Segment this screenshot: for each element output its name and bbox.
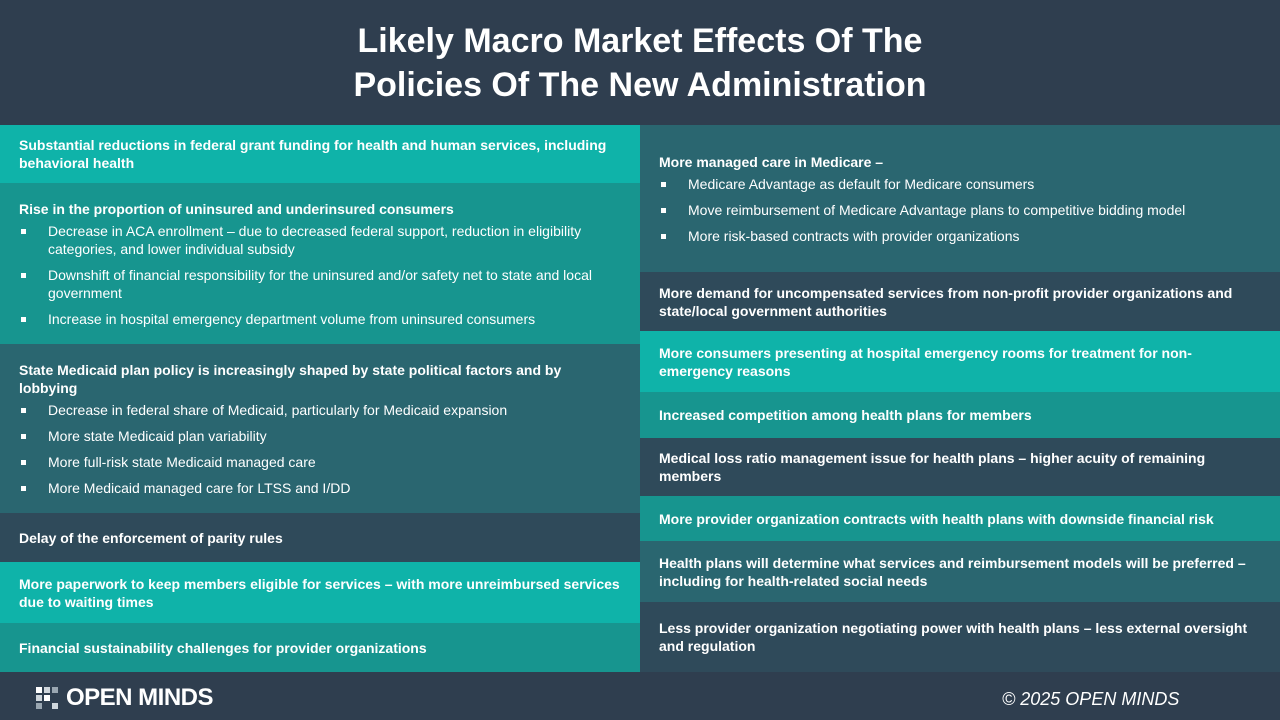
bullet-list: Medicare Advantage as default for Medica…: [659, 175, 1262, 245]
block-heading: More consumers presenting at hospital em…: [659, 344, 1192, 379]
block-heading: Health plans will determine what service…: [659, 554, 1246, 589]
title-line: Likely Macro Market Effects Of The: [357, 21, 923, 60]
text-block: More provider organization contracts wit…: [640, 496, 1280, 541]
text-block: State Medicaid plan policy is increasing…: [0, 344, 640, 513]
bullet-item: Decrease in ACA enrollment – due to decr…: [19, 222, 622, 258]
bullet-item: More Medicaid managed care for LTSS and …: [19, 479, 622, 497]
text-block: Increased competition among health plans…: [640, 392, 1280, 438]
bullet-item: Medicare Advantage as default for Medica…: [659, 175, 1262, 193]
copyright: © 2025 OPEN MINDS: [1002, 689, 1180, 709]
text-block: More demand for uncompensated services f…: [640, 272, 1280, 331]
bullet-item: More full-risk state Medicaid managed ca…: [19, 453, 622, 471]
text-block: Health plans will determine what service…: [640, 541, 1280, 602]
block-heading: Financial sustainability challenges for …: [19, 639, 427, 656]
block-heading: More managed care in Medicare –: [659, 153, 884, 170]
bullet-item: Increase in hospital emergency departmen…: [19, 310, 622, 328]
text-block: Substantial reductions in federal grant …: [0, 125, 640, 183]
block-heading: Increased competition among health plans…: [659, 407, 1032, 423]
text-block: More managed care in Medicare – Medicare …: [640, 125, 1280, 272]
block-heading: More demand for uncompensated services f…: [659, 284, 1233, 319]
block-heading: Delay of the enforcement of parity rules: [19, 529, 283, 546]
bullet-list: Decrease in ACA enrollment – due to decr…: [19, 222, 622, 328]
text-block: Less provider organization negotiating p…: [640, 602, 1280, 672]
block-heading: State Medicaid plan policy is increasing…: [19, 361, 562, 396]
bullet-item: More risk-based contracts with provider …: [659, 227, 1262, 245]
block-heading: More paperwork to keep members eligible …: [19, 575, 620, 610]
title-line: Policies Of The New Administration: [353, 65, 927, 104]
block-heading: Rise in the proportion of uninsured and …: [19, 200, 454, 217]
block-heading: Less provider organization negotiating p…: [659, 620, 1248, 654]
text-block: Financial sustainability challenges for …: [0, 623, 640, 672]
bullet-item: More state Medicaid plan variability: [19, 427, 622, 445]
text-block: Rise in the proportion of uninsured and …: [0, 183, 640, 344]
text-block: More paperwork to keep members eligible …: [0, 562, 640, 623]
bullet-item: Move reimbursement of Medicare Advantage…: [659, 201, 1262, 219]
logo-text: OPEN MINDS: [66, 684, 214, 711]
block-heading: Substantial reductions in federal grant …: [19, 137, 607, 171]
logo-icon: [36, 687, 58, 709]
bullet-item: Downshift of financial responsibility fo…: [19, 266, 622, 302]
text-block: Medical loss ratio management issue for …: [640, 438, 1280, 496]
block-heading: Medical loss ratio management issue for …: [659, 450, 1206, 484]
text-block: More consumers presenting at hospital em…: [640, 331, 1280, 392]
block-heading: More provider organization contracts wit…: [659, 510, 1214, 527]
bullet-list: Decrease in federal share of Medicaid, p…: [19, 401, 622, 497]
text-block: Delay of the enforcement of parity rules: [0, 513, 640, 562]
logo: OPEN MINDS: [34, 684, 214, 712]
bullet-item: Decrease in federal share of Medicaid, p…: [19, 401, 622, 419]
header: Likely Macro Market Effects Of The Polic…: [0, 0, 1280, 125]
